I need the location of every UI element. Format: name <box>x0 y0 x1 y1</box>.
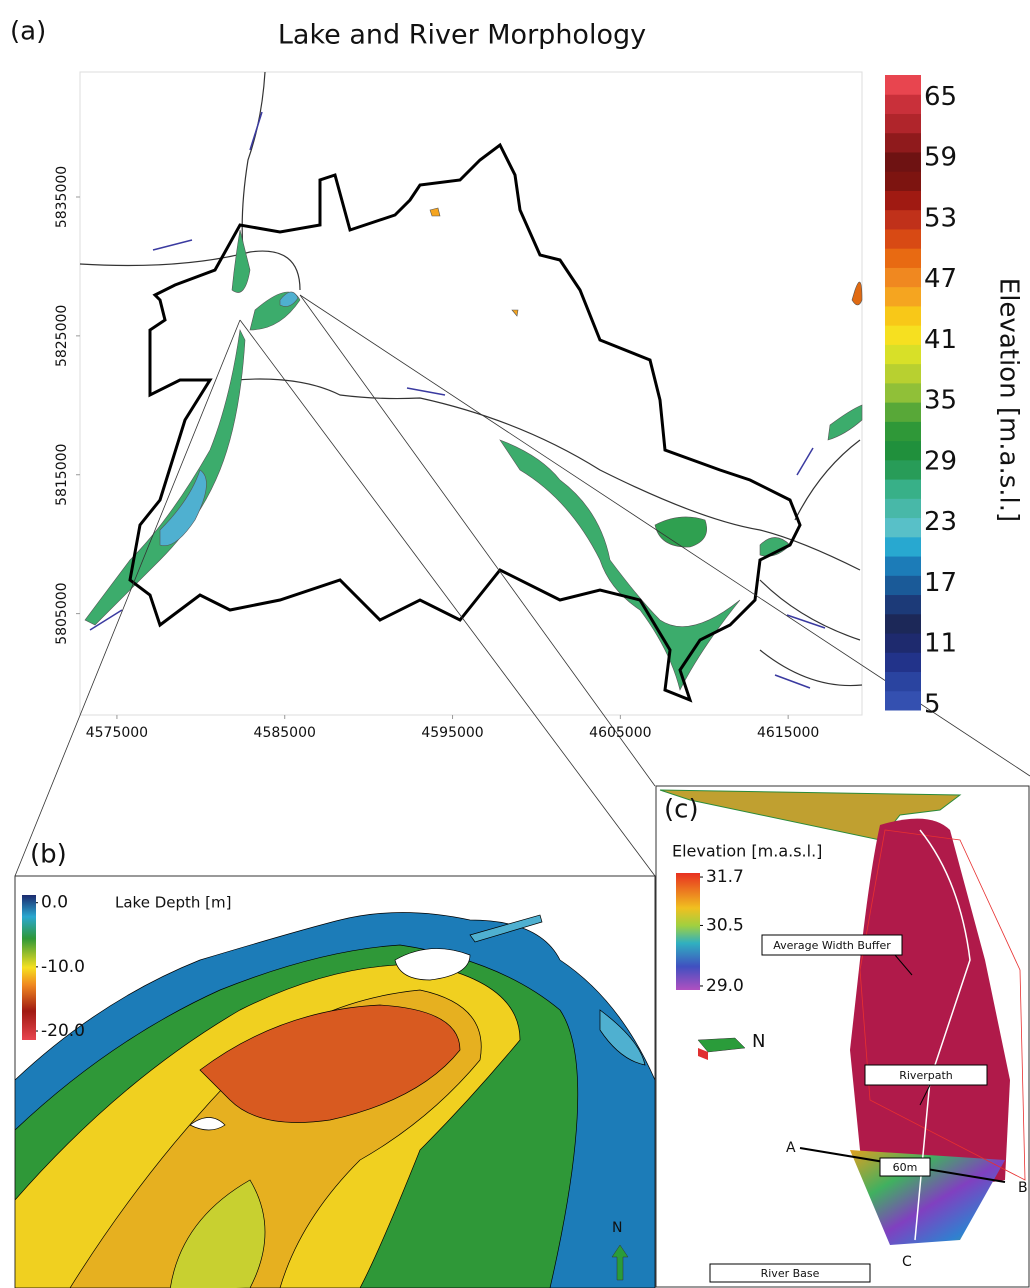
colorbar-tick-label: 41 <box>924 325 957 355</box>
colorbar-tick-label: 35 <box>924 386 957 416</box>
colorbar-band <box>885 229 921 249</box>
north-label: N <box>752 1031 765 1052</box>
figure: (a) Lake and River Morphology (b) Lake D… <box>0 0 1030 1288</box>
colorbar-band <box>885 267 921 287</box>
flow-arrows <box>90 112 825 688</box>
colorbar-band <box>885 383 921 403</box>
y-tick-label: 5825000 <box>54 305 70 367</box>
colorbar-band <box>885 633 921 653</box>
colorbar-band <box>885 575 921 595</box>
colorbar-tick-label: 17 <box>924 568 957 598</box>
annotation: 60m <box>893 1161 918 1174</box>
colorbar-band <box>885 113 921 133</box>
panel-c: (c) Elevation [m.a.s.l.] N Average Width… <box>656 786 1029 1287</box>
x-tick-label: 4615000 <box>757 725 819 741</box>
colorbar-tick-label: 0.0 <box>41 893 68 913</box>
colorbar-tick-label: 31.7 <box>706 867 744 887</box>
colorbar-tick-label: 29.0 <box>706 976 744 996</box>
colorbar-band <box>885 672 921 692</box>
colorbar-label: Elevation [m.a.s.l.] <box>672 842 822 861</box>
panel-label: (c) <box>664 795 699 825</box>
x-tick-label: 4585000 <box>254 725 316 741</box>
colorbar-band <box>885 287 921 307</box>
x-tick-label: 4575000 <box>86 725 148 741</box>
annotation: A <box>786 1140 796 1156</box>
colorbar-band <box>885 614 921 634</box>
panel-b: (b) Lake Depth [m] N <box>15 840 655 1288</box>
colorbar-band <box>885 595 921 615</box>
colorbar-tick-label: -20.0 <box>41 1021 85 1041</box>
colorbar-band <box>885 190 921 210</box>
colorbar-band <box>885 75 921 95</box>
colorbar-tick-label: 47 <box>924 264 957 294</box>
colorbar-tick-label: -10.0 <box>41 957 85 977</box>
colorbar-tick-label: 65 <box>924 82 957 112</box>
colorbar-tick-label: 5 <box>924 689 941 719</box>
colorbar-tick-label: 23 <box>924 507 957 537</box>
colorbar-band <box>885 133 921 153</box>
colorbar-band <box>885 652 921 672</box>
colorbar-band <box>885 441 921 461</box>
colorbar-band <box>885 210 921 230</box>
colorbar-band <box>885 460 921 480</box>
colorbar-band <box>885 421 921 441</box>
x-tick-label: 4595000 <box>421 725 483 741</box>
colorbar-band <box>885 691 921 711</box>
colorbar-band <box>885 248 921 268</box>
panel-label: (b) <box>30 840 67 870</box>
colorbar-tick-label: 30.5 <box>706 915 744 935</box>
colorbar <box>22 895 36 1040</box>
panel-a: (a) Lake and River Morphology <box>10 17 862 716</box>
colorbar-band <box>885 325 921 345</box>
colorbar-tick-label: 29 <box>924 446 957 476</box>
y-tick-label: 5815000 <box>54 444 70 506</box>
colorbar-band <box>885 94 921 114</box>
colorbar-band <box>885 518 921 538</box>
panel-label: (a) <box>10 17 46 47</box>
colorbar-band <box>885 537 921 557</box>
colorbar-label: Elevation [m.a.s.l.] <box>994 278 1024 522</box>
colorbar-tick-label: 11 <box>924 629 957 659</box>
x-tick-label: 4605000 <box>589 725 651 741</box>
y-tick-label: 5805000 <box>54 582 70 644</box>
annotation: C <box>902 1254 912 1270</box>
annotation: River Base <box>761 1267 820 1280</box>
colorbar <box>676 873 700 990</box>
annotation: Average Width Buffer <box>773 939 891 952</box>
colorbar-tick-label: 53 <box>924 203 957 233</box>
colorbar-band <box>885 402 921 422</box>
colorbar-label: Lake Depth [m] <box>115 894 231 912</box>
colorbar-band <box>885 479 921 499</box>
colorbar-band <box>885 152 921 172</box>
colorbar-band <box>885 364 921 384</box>
north-label: N <box>612 1220 622 1236</box>
colorbar-band <box>885 556 921 576</box>
colorbar-band <box>885 344 921 364</box>
lakes <box>85 208 862 690</box>
y-tick-label: 5835000 <box>54 166 70 228</box>
map-title: Lake and River Morphology <box>278 20 646 51</box>
annotation: B <box>1018 1180 1028 1196</box>
colorbar-band <box>885 171 921 191</box>
colorbar-band <box>885 498 921 518</box>
annotation: Riverpath <box>899 1069 953 1082</box>
colorbar-band <box>885 306 921 326</box>
colorbar-tick-label: 59 <box>924 143 957 173</box>
